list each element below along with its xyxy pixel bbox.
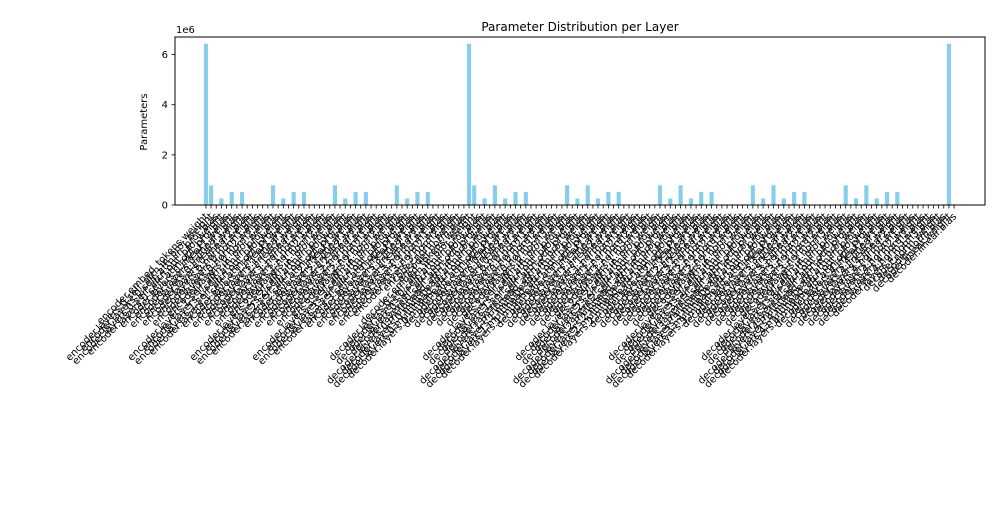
bar: [364, 192, 368, 205]
bar: [292, 192, 296, 205]
bar: [271, 185, 275, 205]
bar: [209, 185, 213, 205]
bar: [617, 192, 621, 205]
bar: [503, 198, 507, 205]
bar: [482, 198, 486, 205]
bar: [895, 192, 899, 205]
y-tick-label: 4: [162, 100, 168, 111]
bar: [524, 192, 528, 205]
bar: [472, 185, 476, 205]
bar: [219, 198, 223, 205]
bar: [792, 192, 796, 205]
bar: [761, 198, 765, 205]
bar: [586, 185, 590, 205]
y-axis-multiplier: 1e6: [176, 25, 195, 36]
bar: [302, 192, 306, 205]
bar: [658, 185, 662, 205]
bar: [751, 185, 755, 205]
bar: [240, 192, 244, 205]
bar: [679, 185, 683, 205]
bar: [343, 198, 347, 205]
bar: [230, 192, 234, 205]
y-tick-label: 6: [162, 50, 168, 61]
bar: [596, 198, 600, 205]
bar: [353, 192, 357, 205]
bar: [467, 44, 471, 205]
bar: [415, 192, 419, 205]
bar: [565, 185, 569, 205]
bar: [710, 192, 714, 205]
bar: [333, 185, 337, 205]
y-tick-label: 2: [162, 150, 168, 161]
bar: [606, 192, 610, 205]
bar: [782, 198, 786, 205]
bar: [689, 198, 693, 205]
bar: [426, 192, 430, 205]
bar: [668, 198, 672, 205]
y-tick-label: 0: [162, 201, 168, 212]
bar: [771, 185, 775, 205]
bar: [947, 44, 951, 205]
bar: [575, 198, 579, 205]
bar: [802, 192, 806, 205]
bar: [875, 198, 879, 205]
chart-title: Parameter Distribution per Layer: [481, 20, 678, 34]
bar: [854, 198, 858, 205]
bar: [395, 185, 399, 205]
bar: [204, 44, 208, 205]
bar: [885, 192, 889, 205]
bar: [513, 192, 517, 205]
bar: [493, 185, 497, 205]
y-axis-label: Parameters: [139, 93, 150, 150]
bar: [281, 198, 285, 205]
bar: [864, 185, 868, 205]
bar: [405, 198, 409, 205]
bar: [699, 192, 703, 205]
bar: [844, 185, 848, 205]
